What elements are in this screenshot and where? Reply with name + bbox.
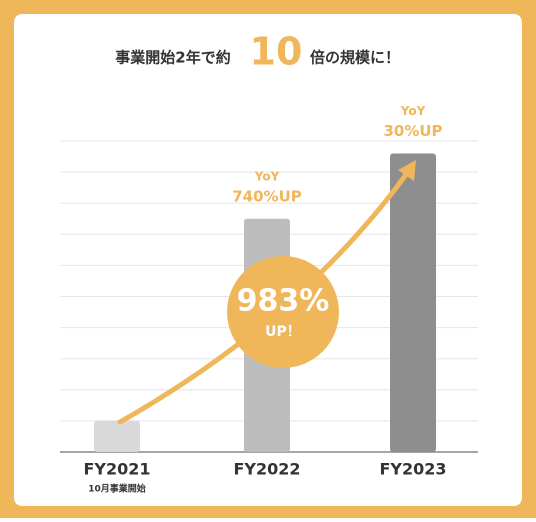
labels: FY2021 FY2022 YoY 740%UP FY2023 YoY 30%UP 10月事業…	[83, 104, 446, 495]
callout-circle	[227, 256, 339, 368]
bar	[94, 420, 140, 452]
yoy-label: YoY	[254, 169, 280, 183]
category-note: 10月事業開始	[88, 483, 146, 495]
bar	[390, 153, 436, 452]
title-part: 事業開始2年で約	[115, 49, 230, 67]
title-emphasis: 10	[250, 30, 303, 74]
yoy-label: YoY	[400, 104, 426, 118]
yoy-value: 740%UP	[232, 187, 302, 205]
yoy-value: 30%UP	[383, 122, 442, 140]
title-part: 倍の規模に！	[310, 49, 400, 67]
x-tick-label: FY2023	[379, 460, 446, 479]
arrow-head	[398, 160, 416, 181]
x-tick-label: FY2021	[83, 460, 150, 479]
x-tick-label: FY2022	[233, 460, 300, 479]
callout-value: 983%	[237, 284, 330, 319]
callout-text: UP！	[265, 324, 301, 340]
